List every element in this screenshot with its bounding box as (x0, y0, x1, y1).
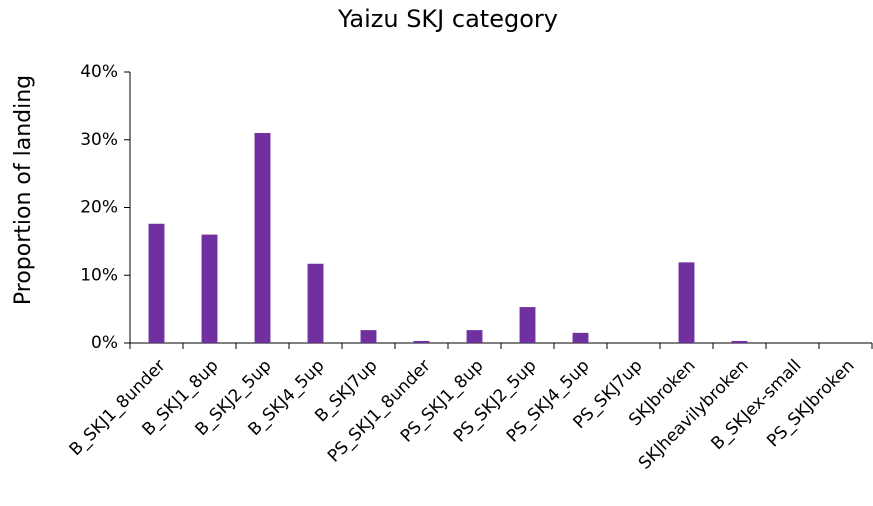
y-tick-label: 20% (80, 198, 118, 218)
bar (148, 223, 165, 343)
y-tick-label: 30% (80, 130, 118, 150)
bar (201, 234, 218, 343)
bar (254, 132, 271, 343)
y-tick-label: 10% (80, 265, 118, 285)
y-tick-label: 40% (80, 62, 118, 82)
x-tick-label: B_SKJ1_8under (66, 356, 170, 460)
x-tick-label: B_SKJex-small (707, 356, 805, 454)
chart-title: Yaizu SKJ category (337, 5, 558, 33)
y-tick-label: 0% (91, 333, 118, 353)
bar (413, 340, 430, 343)
bar (466, 330, 483, 343)
y-axis-label: Proportion of landing (11, 75, 36, 305)
bar (307, 263, 324, 343)
bar (519, 307, 536, 343)
bar (572, 332, 589, 343)
bar (678, 262, 695, 343)
bar (360, 330, 377, 343)
bar (731, 340, 748, 343)
